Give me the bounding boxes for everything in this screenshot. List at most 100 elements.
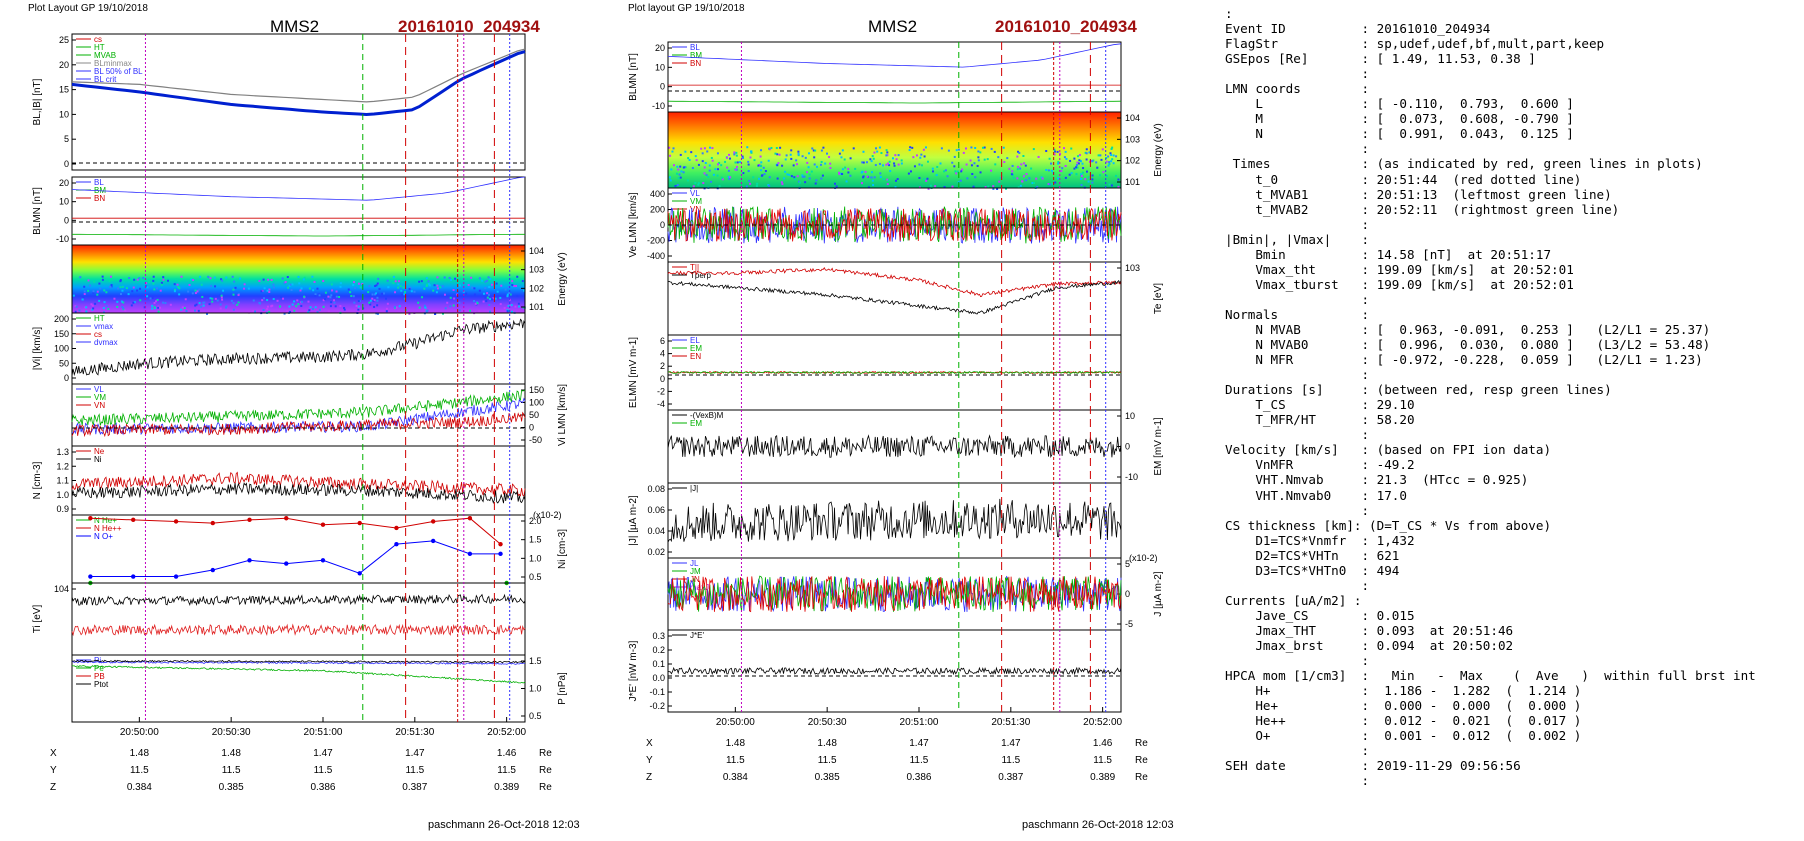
mid_figure-series-line	[667, 666, 1122, 676]
summary-line: :	[1225, 367, 1370, 383]
left_figure-tick-label: 15	[59, 85, 69, 95]
left_figure-tick-label: 0	[64, 159, 69, 169]
mid_figure-spectrogram	[668, 112, 1121, 188]
mid_figure-ephem-value: 11.5	[1093, 755, 1112, 766]
left_figure-ylabel: BL,|B| [nT]	[32, 78, 43, 125]
mid_figure-ylabel: BLMN [nT]	[628, 53, 639, 101]
left_figure-series-line	[71, 482, 526, 504]
left_figure-tick-label: 0.5	[529, 711, 542, 721]
mid_figure-legend-entry: VN	[690, 205, 701, 214]
mid_figure-tick-label: 0.3	[652, 631, 665, 641]
mid_figure-panel-9: 0.3 0.2 0.1 0.0 -0.1 -0.2 J*E' [nW m-3] J*E'	[628, 629, 1122, 713]
left_figure-ylabel: |Vi| [km/s]	[32, 327, 43, 371]
left_figure-series-line	[71, 397, 526, 436]
summary-line: N MFR : [ -0.972, -0.228, 0.059 ] (L2/L1…	[1225, 352, 1703, 368]
mid_figure-ylabel: |J| [µA m-2]	[628, 495, 639, 546]
summary-line: N : [ 0.991, 0.043, 0.125 ]	[1225, 126, 1574, 142]
mid_figure-legend-entry: BL	[690, 43, 700, 52]
mid_figure-legend-entry: EL	[690, 336, 700, 345]
mid_figure-tick-label: -400	[647, 251, 665, 261]
left_figure-tick-label: 2.0	[529, 516, 542, 526]
left_figure-series-line	[71, 318, 526, 377]
summary-line: Event ID : 20161010_204934	[1225, 21, 1491, 37]
left_figure-tick-label: 50	[59, 358, 69, 368]
left_figure-tick-label: 1.2	[56, 461, 69, 471]
mid_figure-figure: Plot layout GP 19/10/2018 MMS2 20161010_20…	[628, 3, 1174, 831]
mid_figure-tick-label: 0.2	[652, 645, 665, 655]
left_figure-tick-label: 1.0	[529, 684, 542, 694]
left_figure-legend-entry: Pe	[94, 664, 104, 673]
mid_figure-panel-frame	[667, 482, 1122, 559]
left_figure-panel-8: 104 Ti [eV]	[32, 582, 526, 656]
summary-line: Bmin : 14.58 [nT] at 20:51:17	[1225, 246, 1552, 262]
left_figure-tick-label: 1.1	[56, 476, 69, 486]
left_figure-panel-3: 104 103 102 101 Energy (eV)	[71, 244, 568, 315]
left_figure-legend-entry: dvmax	[94, 338, 118, 347]
left_figure-tick-label: 0	[64, 215, 69, 225]
mid_figure-time-tick: 20:51:30	[991, 717, 1030, 728]
summary-line: t_MVAB2 : 20:52:11 (rightmost green line…	[1225, 201, 1620, 217]
left_figure-series-line	[71, 593, 526, 606]
mid_figure-tick-label: 6	[660, 336, 665, 346]
mid_figure-tick-label: 20	[655, 43, 665, 53]
mid_figure-legend-entry: BN	[690, 59, 701, 68]
mid_figure-tick-label: -10	[1125, 472, 1138, 482]
left_figure-ylabel: Energy (eV)	[557, 252, 568, 305]
mid_figure-ephem-label: X	[646, 738, 653, 749]
left_figure-time-tick: 20:50:00	[120, 727, 159, 738]
mid_figure-tick-label: 101	[1125, 177, 1140, 187]
summary-line: Jave_CS : 0.015	[1225, 607, 1415, 623]
mid_figure-legend-entry: Tperp	[690, 271, 711, 280]
left_figure-tick-label: 1.3	[56, 447, 69, 457]
mid_figure-tick-label: -4	[657, 399, 665, 409]
mid_figure-series-line	[667, 267, 1122, 298]
left_figure-tick-label: 20	[59, 178, 69, 188]
mid_figure-panel-7: 0.08 0.06 0.04 0.02 |J| [µA m-2] |J|	[628, 482, 1122, 559]
mid_figure-exponent: (x10-2)	[1129, 553, 1158, 563]
left_figure-tick-label: 1.5	[529, 535, 542, 545]
left_figure-legend-entry: vmax	[94, 322, 113, 331]
mid_figure-tick-label: 104	[1125, 113, 1140, 123]
summary-line: :	[1225, 773, 1370, 789]
left_figure-legend-entry: Ptot	[94, 680, 109, 689]
left_figure-legend-entry: PB	[94, 672, 105, 681]
summary-line: Vmax_tht : 199.09 [km/s] at 20:52:01	[1225, 261, 1574, 277]
mid_figure-legend-entry: VM	[690, 197, 702, 206]
summary-line: VHT.Nmvab : 21.3 (HTcc = 0.925)	[1225, 472, 1529, 488]
left_figure-series-line	[71, 623, 526, 637]
summary-line: L : [ -0.110, 0.793, 0.600 ]	[1225, 96, 1574, 112]
left_figure-data-point	[88, 516, 93, 521]
left_figure-legend-entry: cs	[94, 330, 102, 339]
left_figure-figure: Plot Layout GP 19/10/2018 MMS2 20161010_20…	[28, 3, 580, 831]
left_figure-ephem-unit: Re	[539, 782, 552, 793]
left_figure-ylabel: BLMN [nT]	[32, 187, 43, 235]
mid_figure-legend-entry: JL	[690, 559, 699, 568]
mid_figure-tick-label: 102	[1125, 156, 1140, 166]
mid_figure-ephem-value: 11.5	[910, 755, 929, 766]
left_figure-series-line	[71, 389, 526, 426]
left_figure-ephem-unit: Re	[539, 748, 552, 759]
mid_figure-tick-label: -10	[652, 101, 665, 111]
left_figure-ephem-label: Z	[50, 782, 56, 793]
left_figure-legend-entry: MVAB	[94, 51, 116, 60]
summary-line: t_MVAB1 : 20:51:13 (leftmost green line)	[1225, 186, 1612, 202]
mid_figure-tick-label: -2	[657, 386, 665, 396]
mid_figure-tick-label: 0	[660, 374, 665, 384]
mid_figure-ylabel: Energy (eV)	[1153, 123, 1164, 176]
left_figure-ephem-value: 11.5	[130, 765, 149, 776]
summary-line: :	[1225, 427, 1370, 443]
summary-line: Durations [s] : (between red, resp green…	[1225, 382, 1612, 398]
mid_figure-tick-label: 103	[1125, 134, 1140, 144]
summary-line: M : [ 0.073, 0.608, -0.790 ]	[1225, 111, 1574, 127]
mid_figure-tick-label: 200	[650, 205, 665, 215]
left_figure-tick-label: 200	[54, 314, 69, 324]
mid_figure-legend-entry: maxJ	[690, 583, 709, 592]
